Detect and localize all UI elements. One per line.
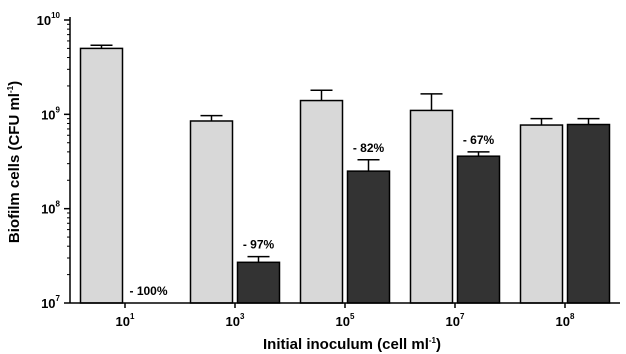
x-tick-label: 105 <box>336 312 355 329</box>
y-tick-label: 107 <box>41 294 60 311</box>
y-axis: 107 108 109 1010 <box>37 11 71 311</box>
plot-area: - 100% - 97% - 82% - 67% <box>79 44 611 304</box>
x-axis-title: Initial inoculum (cell ml-1) <box>263 336 441 353</box>
bar <box>409 109 454 304</box>
bar <box>189 120 234 304</box>
reduction-label: - 97% <box>243 238 275 252</box>
bar <box>79 47 124 304</box>
x-tick-label: 107 <box>446 312 465 329</box>
x-axis: 101 103 105 107 108 <box>70 302 620 329</box>
y-tick-label: 108 <box>41 200 60 217</box>
y-tick-label: 109 <box>41 105 60 122</box>
bar <box>456 155 501 304</box>
bar <box>519 124 564 304</box>
reduction-label: - 67% <box>463 133 495 147</box>
reduction-label: - 82% <box>353 141 385 155</box>
bar <box>346 170 391 304</box>
x-tick-label: 101 <box>116 312 135 329</box>
x-tick-label: 103 <box>226 312 245 329</box>
bar <box>236 261 281 304</box>
x-tick-label: 108 <box>556 312 575 329</box>
bar <box>299 99 344 304</box>
bar <box>566 123 611 304</box>
reduction-label: - 100% <box>129 284 167 298</box>
y-tick-label: 1010 <box>37 11 61 28</box>
y-axis-title: Biofilm cells (CFU ml-1) <box>6 81 23 243</box>
